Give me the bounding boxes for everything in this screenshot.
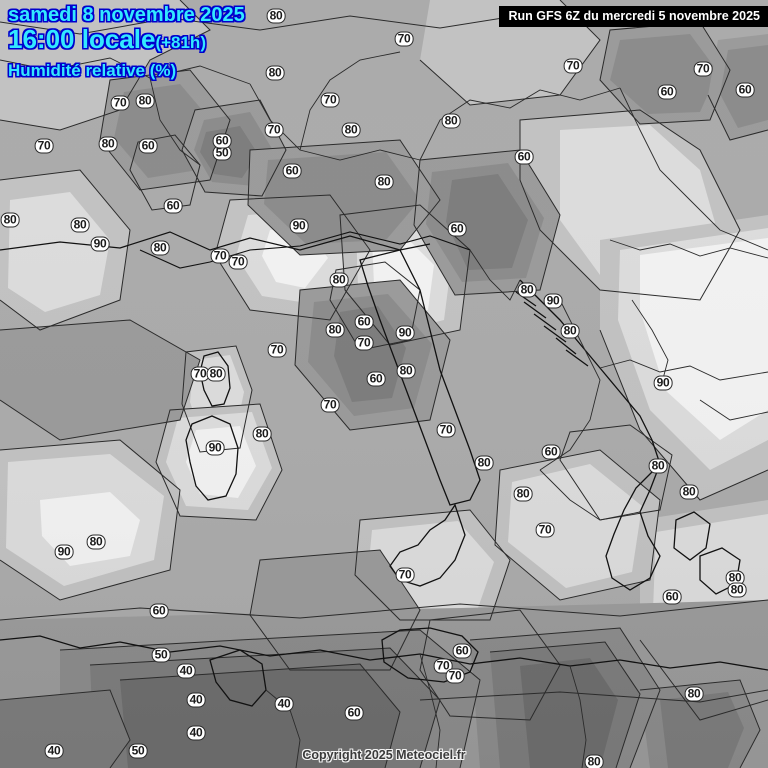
model-run-label: Run GFS 6Z du mercredi 5 novembre 2025: [498, 6, 768, 27]
contour-label: 70: [445, 668, 465, 684]
contour-label: 90: [543, 293, 563, 309]
contour-label: 60: [541, 444, 561, 460]
contour-label: 80: [341, 122, 361, 138]
contour-label: 60: [163, 198, 183, 214]
contour-label: 60: [149, 603, 169, 619]
contour-label: 70: [693, 61, 713, 77]
contour-label: 90: [289, 218, 309, 234]
contour-label: 60: [138, 138, 158, 154]
contour-label: 80: [727, 582, 747, 598]
contour-label: 80: [441, 113, 461, 129]
contour-label: 70: [210, 248, 230, 264]
contour-label: 40: [176, 663, 196, 679]
contour-label: 70: [394, 31, 414, 47]
contour-label: 90: [54, 544, 74, 560]
contour-label: 90: [653, 375, 673, 391]
contour-label: 80: [206, 366, 226, 382]
contour-label: 60: [514, 149, 534, 165]
contour-label: 70: [264, 122, 284, 138]
contour-label: 80: [513, 486, 533, 502]
contour-label: 80: [396, 363, 416, 379]
contour-label: 70: [395, 567, 415, 583]
contour-label: 80: [252, 426, 272, 442]
copyright-notice: Copyright 2025 Meteociel.fr: [302, 748, 466, 762]
contour-label: 60: [447, 221, 467, 237]
contour-label: 40: [274, 696, 294, 712]
contour-label: 70: [436, 422, 456, 438]
contour-label: 60: [366, 371, 386, 387]
contour-label: 80: [374, 174, 394, 190]
contour-label: 70: [535, 522, 555, 538]
contour-label: 70: [563, 58, 583, 74]
contour-label: 60: [282, 163, 302, 179]
contour-label: 80: [150, 240, 170, 256]
contour-label: 80: [684, 686, 704, 702]
contour-label: 80: [98, 136, 118, 152]
contour-label: 70: [110, 95, 130, 111]
contour-label: 70: [320, 397, 340, 413]
contour-label: 90: [90, 236, 110, 252]
contour-label: 60: [354, 314, 374, 330]
contour-label: 90: [205, 440, 225, 456]
contour-label: 80: [266, 8, 286, 24]
contour-label: 80: [474, 455, 494, 471]
contour-label: 70: [34, 138, 54, 154]
contour-label: 50: [212, 145, 232, 161]
contour-label: 80: [265, 65, 285, 81]
contour-label: 60: [212, 133, 232, 149]
contour-label: 80: [517, 282, 537, 298]
contour-label: 70: [267, 342, 287, 358]
contour-label: 80: [679, 484, 699, 500]
contour-label: 80: [135, 93, 155, 109]
contour-label: 50: [128, 743, 148, 759]
contour-label: 80: [0, 212, 20, 228]
contour-label: 40: [186, 692, 206, 708]
contour-label: 40: [44, 743, 64, 759]
contour-label: 50: [151, 647, 171, 663]
contour-label: 80: [86, 534, 106, 550]
contour-label: 70: [320, 92, 340, 108]
contour-label: 40: [186, 725, 206, 741]
contour-label: 60: [452, 643, 472, 659]
contour-label: 80: [70, 217, 90, 233]
contour-label: 60: [735, 82, 755, 98]
contour-label: 70: [228, 254, 248, 270]
contour-label: 80: [325, 322, 345, 338]
contour-label: 60: [344, 705, 364, 721]
contour-label: 70: [354, 335, 374, 351]
contour-label: 80: [648, 458, 668, 474]
contour-label: 80: [329, 272, 349, 288]
contour-label: 60: [662, 589, 682, 605]
contour-label: 80: [560, 323, 580, 339]
contour-label: 60: [657, 84, 677, 100]
contour-label: 90: [395, 325, 415, 341]
contour-label: 80: [584, 754, 604, 768]
